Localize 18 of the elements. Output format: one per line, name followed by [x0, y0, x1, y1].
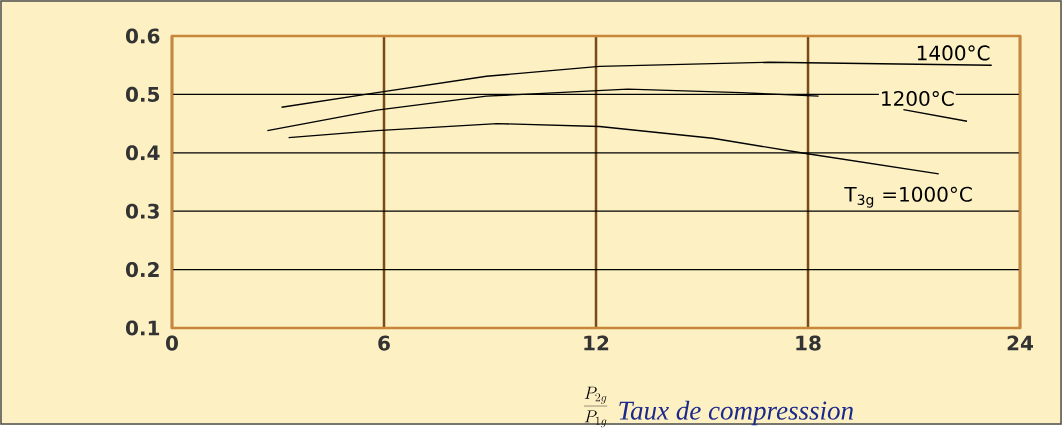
line-series [280, 61, 993, 108]
x-tick-label: 0 [166, 335, 178, 351]
y-tick-label: 0.5 [126, 86, 160, 102]
y-tick-label: 0.3 [126, 203, 159, 219]
line-series [287, 122, 940, 175]
y-tick-label: 0.1 [126, 320, 160, 336]
x-tick-label: 6 [378, 335, 390, 351]
x-axis-title: Taux de compresssion [619, 400, 853, 426]
series-label: T$_{3g}$ =1000°C [844, 186, 972, 208]
series-label: 1200°C [882, 90, 954, 106]
x-tick-label: 12 [584, 335, 609, 351]
text: $\frac{P_{2g}}{P_{1g}}$ [583, 386, 608, 428]
y-tick-label: 0.4 [126, 145, 160, 161]
series-label: 1400°C [917, 45, 990, 61]
x-tick-label: 18 [796, 335, 821, 351]
x-tick-label: 24 [1007, 335, 1034, 351]
y-tick-label: 0.2 [126, 261, 159, 277]
y-tick-label: 0.6 [126, 28, 160, 44]
